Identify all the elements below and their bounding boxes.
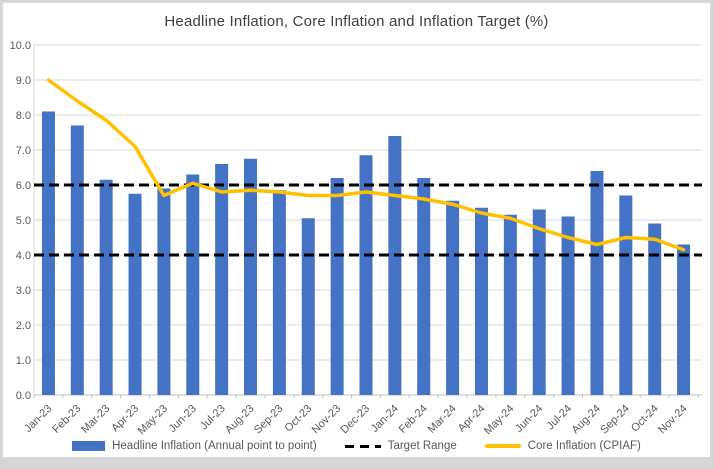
headline-bar xyxy=(157,188,171,395)
headline-bar xyxy=(446,200,460,395)
x-axis-label: Mar-23 xyxy=(79,403,112,436)
x-axis-label: Jan-23 xyxy=(22,403,54,435)
y-axis-label: 0.0 xyxy=(16,390,31,402)
chart-frame: Headline Inflation, Core Inflation and I… xyxy=(2,2,711,458)
chart-legend: Headline Inflation (Annual point to poin… xyxy=(3,440,710,452)
y-axis-label: 4.0 xyxy=(16,250,31,262)
headline-bar xyxy=(561,216,575,395)
headline-bar xyxy=(244,158,258,395)
x-axis-label: May-23 xyxy=(136,403,170,437)
legend-label-headline: Headline Inflation (Annual point to poin… xyxy=(112,440,317,452)
headline-bar xyxy=(272,190,286,395)
x-axis-label: Oct-23 xyxy=(283,403,315,435)
headline-bar xyxy=(186,174,200,395)
x-axis-label: Aug-24 xyxy=(570,403,604,437)
legend-item-core: Core Inflation (CPIAF) xyxy=(484,440,641,452)
y-axis-label: 6.0 xyxy=(16,180,31,192)
y-axis-label: 9.0 xyxy=(16,75,31,87)
legend-item-target-range: Target Range xyxy=(344,440,457,452)
headline-bar xyxy=(532,209,546,395)
legend-bar-swatch-icon xyxy=(72,441,106,451)
y-axis-label: 5.0 xyxy=(16,215,31,227)
x-axis-label: Sep-23 xyxy=(252,403,286,437)
x-axis-label: Oct-24 xyxy=(629,403,661,435)
legend-label-target-range: Target Range xyxy=(387,440,457,452)
plot-area: 0.0 1.0 2.0 3.0 4.0 5.0 6.0 7.0 8.0 9.0 10.0 Jan-23… xyxy=(10,40,702,437)
x-axis-label: May-24 xyxy=(482,403,516,437)
headline-bar xyxy=(99,179,113,395)
headline-bar xyxy=(677,244,691,395)
x-axis-label: Aug-23 xyxy=(223,403,257,437)
headline-bar xyxy=(359,155,373,395)
x-axis-label: Mar-24 xyxy=(426,403,459,436)
legend-dash-swatch-icon xyxy=(344,444,381,448)
legend-label-core: Core Inflation (CPIAF) xyxy=(527,440,641,452)
x-axis-label: Jun-23 xyxy=(167,403,199,435)
headline-bar xyxy=(41,111,55,395)
headline-bar xyxy=(388,136,402,395)
headline-bar xyxy=(330,178,344,395)
y-axis-label: 7.0 xyxy=(16,145,31,157)
x-axis-label: Feb-23 xyxy=(50,403,83,436)
y-axis-label: 2.0 xyxy=(16,320,31,332)
headline-bar xyxy=(215,164,229,395)
headline-bar xyxy=(503,214,517,395)
headline-bar xyxy=(474,207,488,395)
y-axis-label: 3.0 xyxy=(16,285,31,297)
y-axis-label: 10.0 xyxy=(10,40,31,52)
x-axis-label: Nov-24 xyxy=(656,403,690,437)
core-inflation-line xyxy=(46,78,686,252)
legend-item-headline: Headline Inflation (Annual point to poin… xyxy=(72,440,317,452)
headline-bar xyxy=(70,125,84,395)
headline-bar xyxy=(128,193,142,395)
headline-bar xyxy=(619,195,633,395)
x-axis-label: Jun-24 xyxy=(513,403,545,435)
x-axis-label: Sep-24 xyxy=(598,403,632,437)
x-axis-label: Jan-24 xyxy=(369,403,401,435)
y-axis-label: 1.0 xyxy=(16,355,31,367)
legend-line-swatch-icon xyxy=(484,444,521,448)
x-axis-label: Dec-23 xyxy=(339,403,373,437)
y-axis-label: 8.0 xyxy=(16,110,31,122)
headline-bar xyxy=(590,171,604,395)
headline-bar xyxy=(417,178,431,395)
headline-bar xyxy=(648,223,662,395)
x-axis-label: Feb-24 xyxy=(397,403,430,436)
chart-title: Headline Inflation, Core Inflation and I… xyxy=(164,13,549,30)
x-axis-label: Nov-23 xyxy=(310,403,344,437)
headline-bar xyxy=(301,218,315,395)
